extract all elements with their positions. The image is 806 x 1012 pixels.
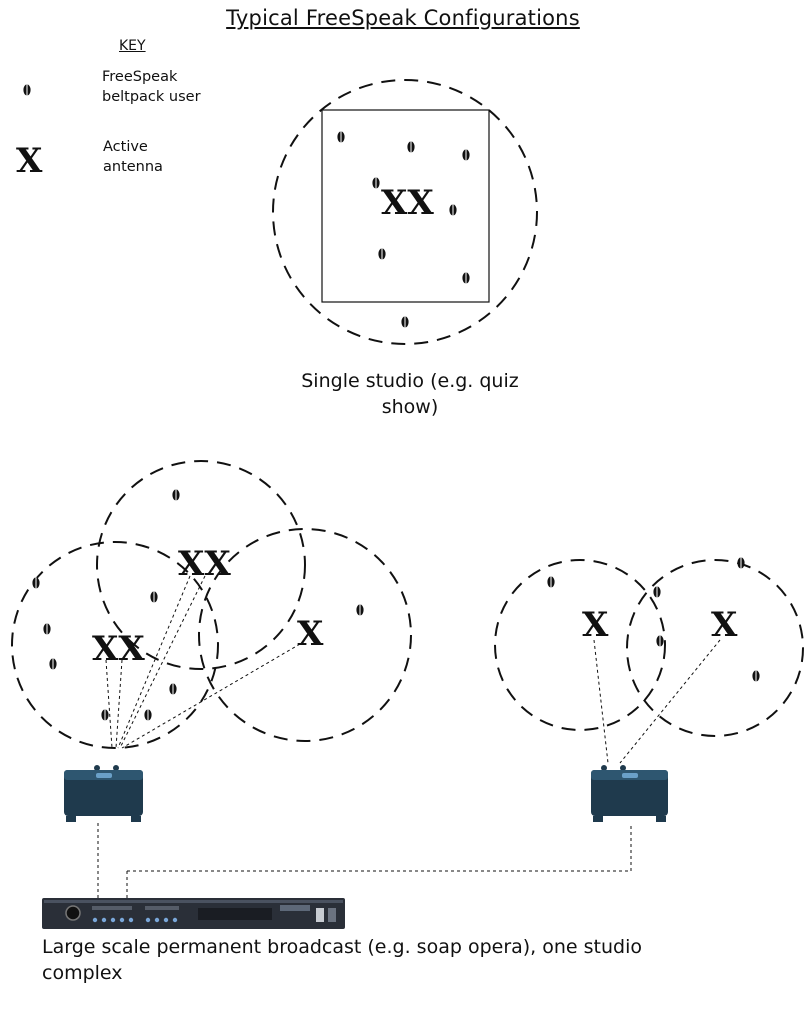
studio-outline bbox=[321, 109, 490, 303]
right-cell-cluster: X X bbox=[494, 556, 804, 764]
antenna: X bbox=[582, 605, 609, 645]
beltpack-user bbox=[371, 176, 381, 190]
beltpack-user bbox=[406, 140, 416, 154]
beltpack-user bbox=[336, 130, 346, 144]
antenna-pair: XX bbox=[92, 629, 145, 669]
single-studio-caption: Single studio (e.g. quiz show) bbox=[240, 368, 580, 420]
antenna: X bbox=[297, 614, 324, 654]
antenna-cables bbox=[593, 639, 721, 764]
beltpack-user bbox=[168, 682, 178, 696]
beltpack-user bbox=[400, 315, 410, 329]
transceiver-right bbox=[591, 765, 668, 822]
coverage-circle bbox=[272, 79, 538, 345]
coverage-circle bbox=[198, 528, 412, 742]
page-title: Typical FreeSpeak Configurations bbox=[226, 6, 580, 30]
coverage-circle bbox=[494, 559, 666, 731]
antenna-cables bbox=[105, 575, 301, 749]
large-scale-caption-line2: complex bbox=[42, 962, 123, 984]
antenna: X bbox=[711, 605, 738, 645]
beltpack-user bbox=[31, 576, 41, 590]
coverage-circle bbox=[11, 541, 219, 749]
base-station-cables bbox=[97, 823, 632, 898]
transceiver-left bbox=[64, 765, 143, 822]
beltpack-user bbox=[143, 708, 153, 722]
key-antenna-icon: X bbox=[16, 141, 43, 181]
beltpack-user bbox=[652, 585, 662, 599]
beltpack-user bbox=[48, 657, 58, 671]
beltpack-user bbox=[100, 708, 110, 722]
single-studio-caption-line1: Single studio (e.g. quiz bbox=[301, 370, 519, 392]
beltpack-user bbox=[655, 634, 665, 648]
single-studio-diagram: XX bbox=[272, 79, 538, 345]
key-beltpack-icon bbox=[22, 83, 32, 97]
key-antenna-label: Active antenna bbox=[103, 137, 163, 177]
beltpack-user bbox=[461, 148, 471, 162]
antenna-pair: XX bbox=[178, 544, 231, 584]
coverage-circle bbox=[96, 460, 306, 670]
antenna-pair: XX bbox=[381, 183, 434, 223]
large-scale-caption: Large scale permanent broadcast (e.g. so… bbox=[42, 934, 806, 986]
beltpack-user bbox=[751, 669, 761, 683]
key-beltpack-label-line1: FreeSpeak bbox=[102, 69, 178, 85]
key-antenna-label-line2: antenna bbox=[103, 159, 163, 175]
base-station bbox=[42, 898, 345, 929]
beltpack-user bbox=[171, 488, 181, 502]
beltpack-user bbox=[546, 575, 556, 589]
left-cell-cluster: XX XX X bbox=[11, 460, 412, 749]
beltpack-user bbox=[377, 247, 387, 261]
key-antenna-label-line1: Active bbox=[103, 139, 148, 155]
beltpack-user bbox=[736, 556, 746, 570]
beltpack-user bbox=[149, 590, 159, 604]
key-beltpack-label-line2: beltpack user bbox=[102, 89, 201, 105]
coverage-circle bbox=[626, 559, 804, 737]
key-beltpack-label: FreeSpeak beltpack user bbox=[102, 67, 201, 107]
beltpack-user bbox=[355, 603, 365, 617]
large-scale-caption-line1: Large scale permanent broadcast (e.g. so… bbox=[42, 936, 643, 958]
beltpack-user bbox=[42, 622, 52, 636]
beltpack-user bbox=[448, 203, 458, 217]
beltpack-user bbox=[461, 271, 471, 285]
single-studio-caption-line2: show) bbox=[381, 396, 439, 418]
key-heading: KEY bbox=[119, 38, 146, 54]
